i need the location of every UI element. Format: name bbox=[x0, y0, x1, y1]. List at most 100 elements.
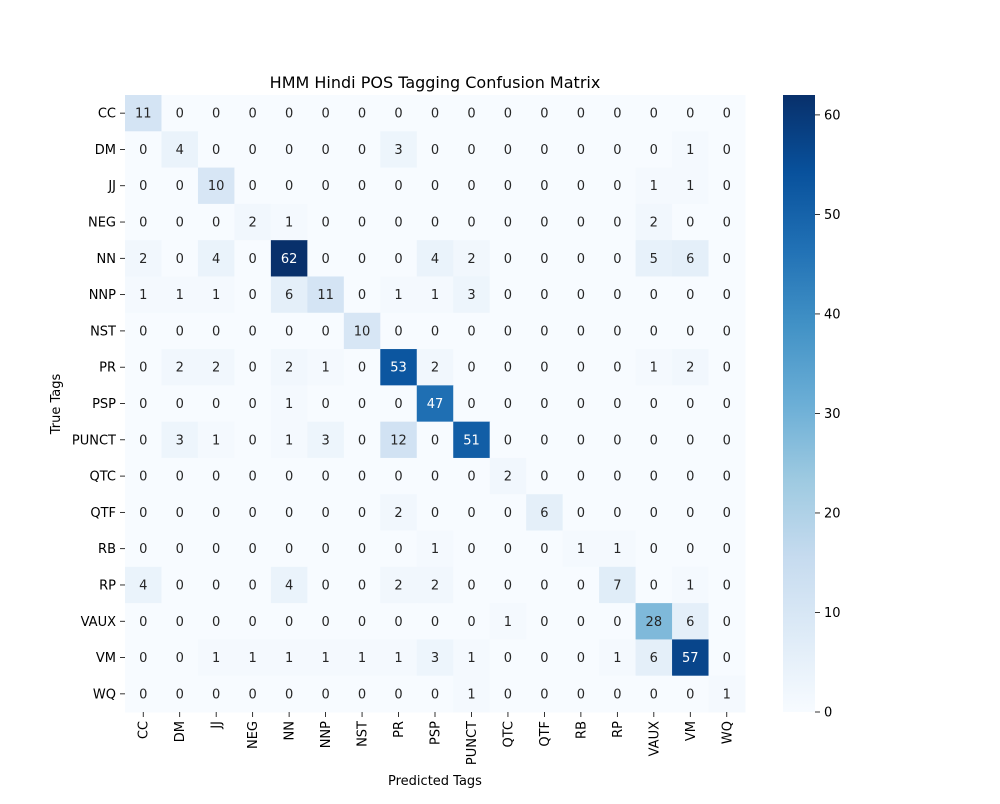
cell-value-label: 0 bbox=[686, 107, 694, 122]
heatmap-cell bbox=[234, 276, 272, 314]
cell-value-label: 0 bbox=[577, 324, 585, 339]
cell-value-label: 0 bbox=[212, 397, 220, 412]
heatmap-cell bbox=[307, 494, 345, 532]
cell-value-label: 0 bbox=[249, 615, 257, 630]
heatmap-cell bbox=[416, 312, 454, 350]
heatmap-cell bbox=[599, 95, 637, 132]
cell-value-label: 1 bbox=[212, 651, 220, 666]
heatmap-cell bbox=[672, 421, 710, 459]
cell-value-label: 0 bbox=[540, 542, 548, 557]
heatmap-cell bbox=[270, 530, 308, 568]
heatmap-cell bbox=[599, 421, 637, 459]
x-tick-label: RP bbox=[611, 721, 626, 738]
heatmap-cell bbox=[489, 675, 527, 713]
heatmap-cell bbox=[161, 639, 199, 677]
cell-value-label: 57 bbox=[682, 651, 699, 666]
colorbar-tick-label: 60 bbox=[824, 108, 841, 123]
cell-value-label: 7 bbox=[613, 578, 621, 593]
heatmap-cell bbox=[562, 349, 600, 386]
cell-value-label: 2 bbox=[394, 578, 402, 593]
cell-value-label: 0 bbox=[321, 506, 329, 521]
cell-value-label: 1 bbox=[139, 288, 147, 303]
heatmap-cell bbox=[635, 131, 673, 169]
cell-value-label: 0 bbox=[686, 324, 694, 339]
cell-value-label: 0 bbox=[249, 578, 257, 593]
cell-value-label: 1 bbox=[686, 578, 694, 593]
cell-value-label: 0 bbox=[504, 542, 512, 557]
x-tick-label: VAUX bbox=[647, 721, 662, 756]
cell-value-label: 0 bbox=[358, 578, 366, 593]
cell-value-label: 0 bbox=[577, 687, 585, 702]
heatmap-cell bbox=[708, 639, 746, 677]
y-tick-label: JJ bbox=[107, 179, 116, 194]
heatmap-cell bbox=[125, 421, 162, 459]
cell-value-label: 0 bbox=[285, 687, 293, 702]
heatmap-cell bbox=[416, 494, 454, 532]
cell-value-label: 0 bbox=[321, 107, 329, 122]
cell-value-label: 0 bbox=[686, 288, 694, 303]
cell-value-label: 0 bbox=[176, 179, 184, 194]
heatmap-cell bbox=[453, 603, 491, 640]
heatmap-cell bbox=[161, 312, 199, 350]
cell-value-label: 0 bbox=[285, 179, 293, 194]
cell-value-label: 0 bbox=[176, 506, 184, 521]
cell-value-label: 0 bbox=[212, 615, 220, 630]
cell-value-label: 0 bbox=[613, 216, 621, 231]
cell-value-label: 0 bbox=[650, 324, 658, 339]
heatmap-cell bbox=[343, 276, 381, 314]
cell-value-label: 0 bbox=[321, 179, 329, 194]
heatmap-cell bbox=[489, 131, 527, 169]
heatmap-cell bbox=[380, 566, 418, 604]
cell-value-label: 0 bbox=[285, 542, 293, 557]
heatmap-cell bbox=[526, 385, 564, 423]
heatmap-cell bbox=[343, 203, 381, 241]
heatmap-cell bbox=[599, 639, 637, 677]
heatmap-cell bbox=[161, 421, 199, 459]
cell-value-label: 0 bbox=[249, 324, 257, 339]
cell-value-label: 1 bbox=[431, 542, 439, 557]
cell-value-label: 0 bbox=[431, 107, 439, 122]
cell-value-label: 1 bbox=[212, 288, 220, 303]
cell-value-label: 0 bbox=[723, 651, 731, 666]
cell-value-label: 3 bbox=[176, 433, 184, 448]
cell-value-label: 0 bbox=[358, 615, 366, 630]
cell-value-label: 0 bbox=[139, 433, 147, 448]
heatmap-cell bbox=[307, 240, 345, 277]
colorbar-tick-label: 30 bbox=[824, 407, 841, 422]
cell-value-label: 1 bbox=[686, 179, 694, 194]
cell-value-label: 0 bbox=[577, 288, 585, 303]
heatmap-cell bbox=[343, 349, 381, 386]
heatmap-cell bbox=[672, 603, 710, 640]
heatmap-cell bbox=[708, 603, 746, 640]
heatmap-cell bbox=[380, 494, 418, 532]
heatmap-cell bbox=[416, 240, 454, 277]
cell-value-label: 4 bbox=[212, 252, 220, 267]
heatmap-cell bbox=[307, 639, 345, 677]
cell-value-label: 2 bbox=[139, 252, 147, 267]
heatmap-cell bbox=[197, 95, 235, 132]
colorbar-tick-label: 10 bbox=[824, 606, 841, 621]
cell-value-label: 0 bbox=[540, 578, 548, 593]
heatmap-cell bbox=[161, 95, 199, 132]
cell-value-label: 0 bbox=[577, 216, 585, 231]
x-tick-label: NST bbox=[356, 721, 371, 747]
cell-value-label: 3 bbox=[321, 433, 329, 448]
heatmap-cell bbox=[125, 312, 162, 350]
heatmap-cell bbox=[234, 675, 272, 713]
cell-value-label: 0 bbox=[139, 143, 147, 158]
cell-value-label: 0 bbox=[139, 470, 147, 485]
heatmap-cell bbox=[307, 203, 345, 241]
heatmap-cell bbox=[562, 240, 600, 277]
cell-value-label: 0 bbox=[394, 397, 402, 412]
heatmap-cell bbox=[343, 603, 381, 640]
heatmap-cell bbox=[635, 167, 673, 205]
heatmap-cell bbox=[672, 566, 710, 604]
heatmap-cell bbox=[453, 385, 491, 423]
cell-value-label: 1 bbox=[394, 651, 402, 666]
heatmap-cell bbox=[562, 494, 600, 532]
heatmap-cell bbox=[343, 457, 381, 495]
heatmap-cell bbox=[526, 349, 564, 386]
cell-value-label: 0 bbox=[540, 216, 548, 231]
heatmap-cell bbox=[197, 167, 235, 205]
cell-value-label: 0 bbox=[467, 506, 475, 521]
